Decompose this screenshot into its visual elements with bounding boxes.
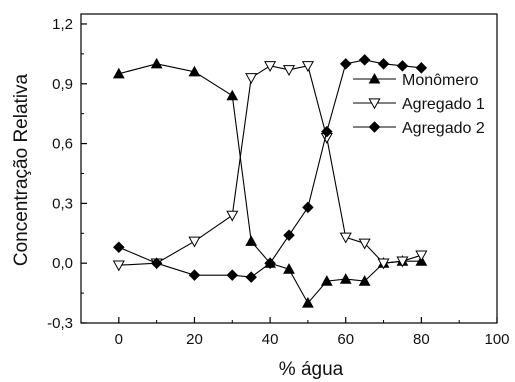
- data-point-agregado-1: [301, 61, 314, 73]
- data-point-monomero: [226, 89, 239, 101]
- data-point-agregado-1: [415, 250, 428, 262]
- data-point-monomero: [112, 67, 125, 79]
- data-point-agregado-2: [396, 60, 409, 72]
- data-point-agregado-1: [358, 238, 371, 250]
- x-tick-label: 80: [413, 331, 430, 348]
- data-point-agregado-1: [112, 260, 125, 272]
- data-point-monomero: [150, 57, 163, 69]
- data-point-agregado-2: [283, 229, 295, 242]
- legend-marker-monomero: [368, 72, 381, 84]
- data-point-agregado-1: [188, 236, 201, 248]
- legend: Monômero Agregado 1 Agregado 2: [353, 72, 485, 137]
- data-point-agregado-1: [226, 210, 239, 222]
- legend-marker-agregado-2: [368, 121, 381, 133]
- data-point-monomero: [358, 275, 371, 286]
- data-point-monomero: [302, 297, 314, 308]
- y-axis-title: Concentração Relativa: [11, 73, 32, 266]
- series-monomero: [112, 57, 428, 308]
- legend-label-agregado-2: Agregado 2: [402, 120, 485, 137]
- data-point-agregado-2: [264, 257, 276, 269]
- data-point-agregado-2: [339, 58, 352, 70]
- y-tick-label: 0,9: [52, 76, 73, 93]
- data-point-agregado-2: [415, 62, 428, 74]
- x-tick-label: 20: [186, 331, 203, 348]
- data-point-monomero: [339, 273, 352, 284]
- data-point-monomero: [245, 235, 258, 246]
- data-point-agregado-2: [377, 58, 390, 70]
- data-point-agregado-2: [150, 257, 163, 269]
- data-point-agregado-1: [396, 256, 409, 268]
- plot-frame: [80, 13, 498, 324]
- data-point-agregado-2: [113, 241, 125, 254]
- series-agregado-1: [112, 61, 428, 272]
- x-tick-label: 60: [337, 331, 354, 348]
- data-point-agregado-2: [188, 269, 201, 281]
- data-point-agregado-1: [245, 73, 258, 85]
- x-tick-label: 100: [484, 331, 509, 348]
- data-point-agregado-1: [339, 232, 352, 244]
- data-point-agregado-1: [282, 65, 296, 77]
- data-point-monomero: [188, 65, 201, 77]
- x-tick-label: 40: [262, 331, 279, 348]
- legend-label-monomero: Monômero: [402, 72, 479, 89]
- data-point-agregado-2: [302, 201, 314, 214]
- legend-label-agregado-1: Agregado 1: [402, 96, 485, 113]
- series-line-agregado-2: [118, 59, 422, 278]
- y-tick-label: 0,3: [52, 195, 73, 212]
- plot-area: 0 20 40 60 80 100 -0,3 0,0 0,3 0,6 0,9 1,2 Monômero A…: [47, 13, 510, 348]
- legend-marker-agregado-1: [368, 98, 381, 110]
- data-point-agregado-2: [321, 125, 333, 138]
- data-point-agregado-2: [245, 271, 257, 283]
- data-point-agregado-2: [226, 269, 239, 281]
- data-point-agregado-1: [264, 61, 277, 73]
- data-point-agregado-2: [358, 54, 371, 66]
- series-line-agregado-1: [118, 65, 422, 266]
- data-point-monomero: [320, 275, 333, 286]
- x-tick-label: 0: [115, 331, 123, 348]
- y-tick-label: 0,6: [52, 136, 73, 153]
- data-point-monomero: [283, 263, 295, 274]
- y-tick-label: -0,3: [47, 315, 73, 332]
- series-agregado-2: [113, 54, 428, 283]
- data-point-agregado-1: [377, 258, 390, 270]
- x-axis-title: % água: [279, 359, 344, 380]
- y-tick-label: 0,0: [52, 255, 73, 272]
- y-tick-label: 1,2: [52, 16, 73, 33]
